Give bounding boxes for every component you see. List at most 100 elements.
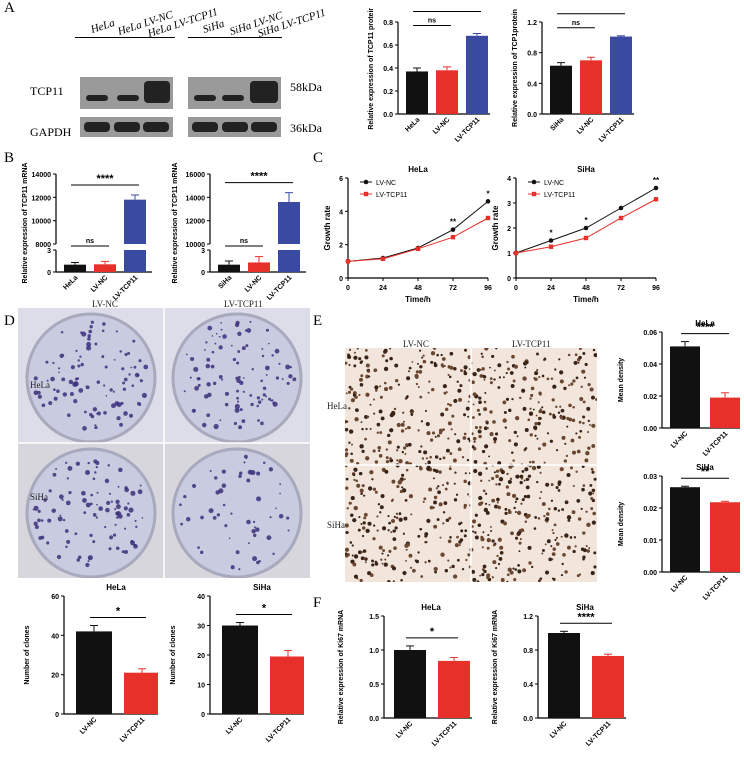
cell-dot [458,397,463,402]
cell-dot [546,512,550,516]
cell-dot [453,366,457,371]
colony-dot [245,344,249,348]
cell-dot [405,468,409,472]
cell-dot [377,503,381,506]
cell-dot [428,487,433,492]
cell-dot [576,449,581,454]
colony-dot [234,403,240,409]
colony-dot [286,516,290,520]
cell-dot [366,415,370,419]
colony-dot [103,411,107,415]
cell-dot [433,500,437,505]
cell-dot [447,539,452,544]
cell-dot [497,363,502,368]
cell-dot [590,467,594,471]
bar-upper [278,202,300,244]
colony-dot [133,365,137,369]
panel-letter-b: B [4,150,15,166]
colony-dot [236,389,239,393]
colony-dot [220,322,223,324]
x-tick-label: SiHa [549,116,565,132]
cell-dot [566,474,569,477]
cell-dot [589,483,593,487]
cell-dot [431,431,436,435]
colony-dot [92,540,96,544]
cell-dot [429,505,434,510]
cell-dot [592,511,596,516]
bar [710,397,740,428]
cell-dot [367,370,371,373]
y-tick-label: 10 [197,683,205,690]
y-tick-label: 12000 [32,195,52,202]
colony-dot [61,498,64,501]
y-tick-label: 1.0 [369,648,379,655]
cell-dot [424,532,429,536]
colony-dot [113,533,117,537]
colony-dot [271,354,274,357]
cell-dot [423,497,427,501]
cell-dot [535,414,538,417]
cell-dot [382,549,386,552]
cell-dot [538,391,542,395]
y-tick-label: 10000 [186,242,206,249]
cell-dot [438,470,442,474]
cell-dot [345,486,349,490]
bar [548,633,580,718]
y-axis-label: Number of clones [24,625,31,684]
cell-dot [463,534,467,538]
cell-dot [410,513,413,516]
x-tick-label: LV-NC [432,116,451,135]
colony-dot [137,489,143,495]
cell-dot [507,567,512,572]
cell-dot [559,379,564,384]
chart-d2-siha-clones: SiHa 0 10 20 30 40 Number of clones LV-NC LV-TCP… [170,583,304,744]
cell-dot [519,538,522,541]
cell-dot [392,537,397,541]
cell-dot [586,522,591,527]
colony-dot [139,379,143,383]
cell-dot [489,410,493,414]
cell-dot [560,573,564,577]
cell-dot [513,430,517,434]
cell-dot [392,529,396,533]
bar [710,502,740,572]
colony-dot [92,477,96,481]
colony-dot [218,375,223,379]
cell-dot [593,551,597,555]
cell-dot [573,536,577,539]
cell-dot [476,368,481,372]
data-point [548,238,554,243]
cell-dot [459,369,463,372]
colony-dot [111,403,116,409]
cell-dot [484,502,488,505]
cell-dot [546,539,551,544]
cell-dot [557,489,561,492]
cell-dot [440,552,445,557]
colony-dot [85,562,90,568]
colony-dot [123,411,128,416]
chart-a2-siha-protein: 0.0 0.4 0.8 1.2 Relative expression of TCP1p… [512,8,634,144]
cell-dot [477,471,483,476]
colony-dot [214,342,217,345]
significance-label: * [486,189,490,198]
cell-dot [488,455,491,458]
cell-dot [586,406,591,411]
cell-dot [499,550,504,555]
cell-dot [582,548,587,553]
cell-dot [419,527,423,531]
cell-dot [454,433,457,436]
colony-dot [209,469,212,472]
cell-dot [555,536,559,540]
x-tick-label: 72 [617,285,625,292]
data-point [380,256,386,262]
colony-dot [32,508,35,511]
colony-dot [124,352,128,357]
cell-dot [578,348,582,351]
colony-dot [58,371,60,374]
cell-dot [526,494,531,499]
colony-dot [230,565,235,570]
cell-dot [376,529,379,532]
cell-dot [582,557,585,561]
colony-dot [285,364,291,370]
